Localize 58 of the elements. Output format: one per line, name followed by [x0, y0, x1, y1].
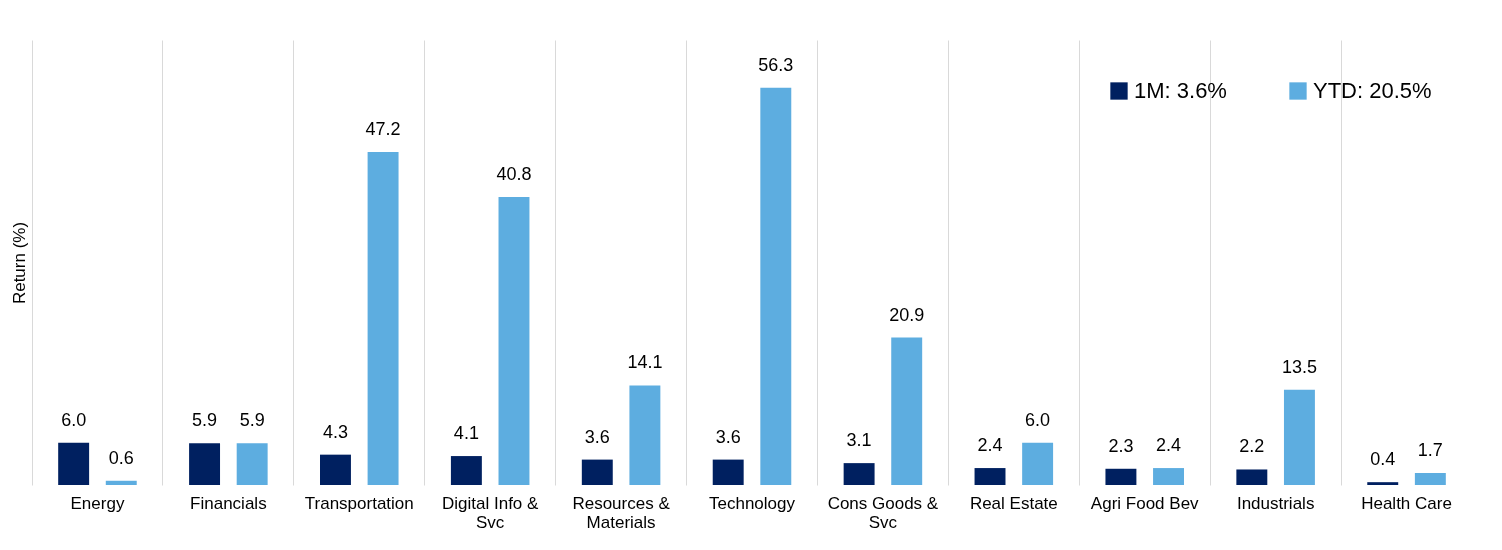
bar [760, 87, 792, 485]
bar [58, 442, 90, 485]
data-label: 47.2 [365, 118, 401, 139]
bar [1153, 468, 1184, 485]
data-label: 3.6 [715, 426, 741, 447]
y-axis-title: Return (%) [9, 221, 29, 305]
bar [498, 197, 530, 485]
bar [712, 459, 744, 485]
bar [1414, 473, 1446, 485]
legend-label: YTD: 20.5% [1313, 78, 1432, 103]
data-label: 2.3 [1108, 435, 1134, 456]
bar [1367, 482, 1399, 485]
data-label: 20.9 [889, 304, 925, 325]
x-tick-label: Industrials [1236, 493, 1315, 513]
bar [581, 459, 613, 485]
data-label: 6.0 [61, 409, 87, 430]
x-tick-label: Resources & Materials [572, 493, 671, 532]
data-label: 2.4 [1156, 435, 1182, 456]
bar [629, 385, 661, 485]
data-label: 0.6 [108, 447, 134, 468]
data-label: 1.7 [1417, 440, 1443, 460]
x-tick-label: Digital Info & Svc [441, 493, 540, 532]
x-tick-label: Cons Goods & Svc [827, 493, 939, 532]
data-label: 6.0 [1025, 409, 1051, 430]
data-label: 0.4 [1370, 449, 1396, 470]
data-label: 2.2 [1239, 436, 1265, 457]
data-label: 5.9 [192, 410, 218, 431]
bar [974, 468, 1006, 485]
bar [891, 337, 923, 485]
x-tick-label: Financials [190, 493, 267, 513]
bar [843, 463, 875, 485]
data-label: 13.5 [1281, 356, 1317, 377]
x-tick-label: Transportation [304, 493, 414, 513]
data-label: 56.3 [758, 54, 794, 75]
data-label: 3.1 [846, 430, 872, 451]
x-tick-label: Agri Food Bev [1090, 493, 1200, 513]
data-label: 3.6 [584, 426, 610, 447]
data-label: 4.3 [322, 421, 348, 442]
bar [1022, 442, 1054, 485]
bar [1283, 389, 1315, 485]
data-label: 14.1 [627, 352, 663, 373]
data-label: 4.1 [453, 423, 479, 444]
bar [450, 456, 482, 485]
x-tick-label: Technology [708, 493, 796, 513]
legend-label: 1M: 3.6% [1134, 78, 1227, 103]
data-label: 2.4 [977, 435, 1003, 456]
bar [367, 151, 399, 485]
bar [236, 443, 268, 485]
bar [320, 454, 351, 485]
data-label: 40.8 [496, 164, 532, 185]
x-tick-label: Energy [70, 493, 125, 513]
x-tick-label: Health Care [1361, 493, 1452, 513]
bar [105, 480, 137, 485]
x-tick-label: Real Estate [969, 493, 1058, 513]
bar [1105, 468, 1137, 485]
data-label: 5.9 [239, 410, 265, 431]
bar [1236, 469, 1268, 485]
bar [189, 443, 221, 485]
